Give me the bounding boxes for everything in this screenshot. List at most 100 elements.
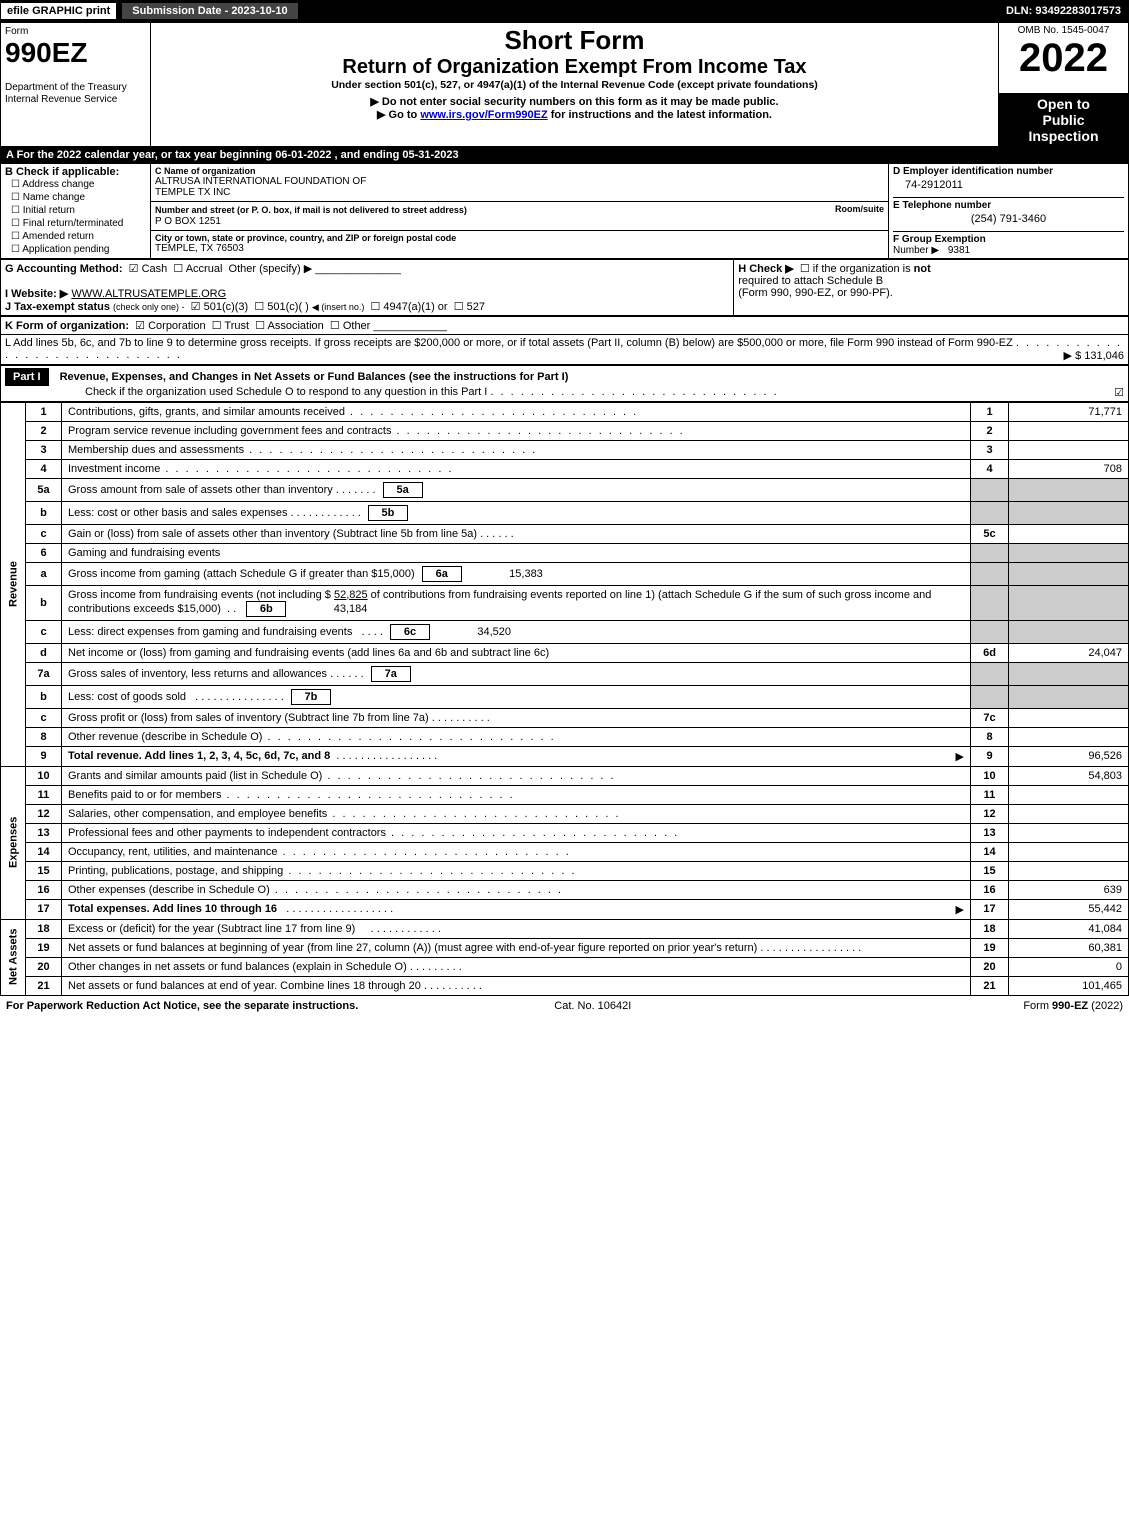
a-19: 60,381: [1009, 938, 1129, 957]
txt-6d: Net income or (loss) from gaming and fun…: [68, 647, 549, 659]
line-l-text: L Add lines 5b, 6c, and 7b to line 9 to …: [5, 337, 1013, 349]
c-17: 17: [971, 899, 1009, 919]
lines-gh-table: G Accounting Method: Cash Accrual Other …: [0, 259, 1129, 316]
tri-17: ▶: [956, 903, 964, 916]
chk-527[interactable]: 527: [454, 301, 485, 313]
ln-11: 11: [26, 785, 62, 804]
chk-4947a1[interactable]: 4947(a)(1) or: [370, 301, 447, 313]
chk-other-org[interactable]: Other: [330, 320, 370, 332]
amt-6b-u: 52,825: [334, 589, 368, 601]
chk-application-pending[interactable]: Application pending: [5, 243, 146, 256]
ln-7a: 7a: [26, 662, 62, 685]
dept-label: Department of the Treasury: [5, 82, 127, 93]
txt-1: Contributions, gifts, grants, and simila…: [68, 406, 345, 418]
chk-501c3[interactable]: 501(c)(3): [191, 301, 249, 313]
chk-name-change[interactable]: Name change: [5, 191, 146, 204]
chk-corp[interactable]: Corporation: [135, 320, 205, 332]
txt-8: Other revenue (describe in Schedule O): [68, 731, 262, 743]
main-title: Return of Organization Exempt From Incom…: [155, 56, 994, 79]
line-i-label: I Website: ▶: [5, 288, 68, 300]
ln-4: 4: [26, 459, 62, 478]
c-4: 4: [971, 459, 1009, 478]
chk-assoc[interactable]: Association: [255, 320, 324, 332]
city-head: City or town, state or province, country…: [155, 233, 884, 243]
chk-accrual[interactable]: Accrual: [173, 263, 222, 275]
chk-schedule-b[interactable]: [800, 263, 813, 275]
sv-6a: 15,383: [469, 568, 549, 580]
phone-value: (254) 791-3460: [893, 211, 1124, 231]
txt-5a: Gross amount from sale of assets other t…: [68, 484, 333, 496]
sc-5b: 5b: [368, 505, 408, 521]
a-15: [1009, 861, 1129, 880]
chk-address-change[interactable]: Address change: [5, 178, 146, 191]
ln-5b: b: [26, 501, 62, 524]
tax-year: 2022: [1003, 36, 1124, 81]
txt-13: Professional fees and other payments to …: [68, 827, 386, 839]
txt-19: Net assets or fund balances at beginning…: [68, 942, 757, 954]
room-head: Room/suite: [835, 204, 884, 214]
box-e-head: E Telephone number: [893, 197, 1124, 211]
c-8: 8: [971, 727, 1009, 746]
txt-18: Excess or (deficit) for the year (Subtra…: [68, 923, 355, 935]
ln-10: 10: [26, 766, 62, 785]
street-head: Number and street (or P. O. box, if mail…: [155, 205, 467, 215]
chk-501c[interactable]: 501(c)( ): [254, 301, 308, 313]
a-3: [1009, 440, 1129, 459]
txt-7b: Less: cost of goods sold: [68, 691, 186, 703]
inspection: Inspection: [1003, 128, 1124, 144]
c-1: 1: [971, 402, 1009, 421]
ln-19: 19: [26, 938, 62, 957]
line-g-label: G Accounting Method:: [5, 263, 123, 275]
public: Public: [1003, 112, 1124, 128]
line-h-text3: (Form 990, 990-EZ, or 990-PF).: [738, 287, 893, 299]
line-h-not: not: [914, 263, 931, 275]
submission-date-button[interactable]: Submission Date - 2023-10-10: [121, 2, 298, 20]
a-9: 96,526: [1009, 746, 1129, 766]
txt-15: Printing, publications, postage, and shi…: [68, 865, 283, 877]
c-11: 11: [971, 785, 1009, 804]
omb-number: OMB No. 1545-0047: [1003, 25, 1124, 36]
irs-link[interactable]: www.irs.gov/Form990EZ: [420, 109, 547, 121]
ln-5a: 5a: [26, 478, 62, 501]
sc-5a: 5a: [383, 482, 423, 498]
goto-text: ▶ Go to www.irs.gov/Form990EZ for instru…: [155, 108, 994, 121]
c-13: 13: [971, 823, 1009, 842]
ln-6: 6: [26, 543, 62, 562]
ln-3: 3: [26, 440, 62, 459]
line-h-label: H Check ▶: [738, 263, 794, 275]
txt-11: Benefits paid to or for members: [68, 789, 221, 801]
a-12: [1009, 804, 1129, 823]
txt-5b: Less: cost or other basis and sales expe…: [68, 507, 288, 519]
dots2: [490, 386, 778, 398]
line-k-label: K Form of organization:: [5, 320, 129, 332]
a-20: 0: [1009, 957, 1129, 976]
a-6d: 24,047: [1009, 643, 1129, 662]
form-number: 990EZ: [5, 37, 88, 68]
a-14: [1009, 842, 1129, 861]
chk-initial-return[interactable]: Initial return: [5, 204, 146, 217]
chk-cash[interactable]: Cash: [129, 263, 168, 275]
sc-6c: 6c: [390, 624, 430, 640]
ln-6c: c: [26, 620, 62, 643]
under-section-text: Under section 501(c), 527, or 4947(a)(1)…: [155, 79, 994, 91]
txt-6c: Less: direct expenses from gaming and fu…: [68, 626, 352, 638]
sv-6b: 43,184: [293, 603, 373, 615]
ln-16: 16: [26, 880, 62, 899]
c-5c: 5c: [971, 524, 1009, 543]
org-info-table: B Check if applicable: Address change Na…: [0, 163, 1129, 259]
chk-amended-return[interactable]: Amended return: [5, 230, 146, 243]
ein-value: 74-2912011: [893, 177, 1124, 197]
a-5c: [1009, 524, 1129, 543]
c-16: 16: [971, 880, 1009, 899]
line-h-text2: required to attach Schedule B: [738, 275, 883, 287]
chk-final-return[interactable]: Final return/terminated: [5, 217, 146, 230]
website-value[interactable]: WWW.ALTRUSATEMPLE.ORG: [71, 288, 226, 300]
efile-print-button[interactable]: efile GRAPHIC print: [0, 2, 117, 20]
line-k-table: K Form of organization: Corporation Trus…: [0, 316, 1129, 365]
part1-checked[interactable]: ☑: [1114, 386, 1124, 399]
a-4: 708: [1009, 459, 1129, 478]
chk-trust[interactable]: Trust: [212, 320, 249, 332]
txt-7a: Gross sales of inventory, less returns a…: [68, 668, 327, 680]
txt-6b-1: Gross income from fundraising events (no…: [68, 589, 334, 601]
line-a: A For the 2022 calendar year, or tax yea…: [0, 147, 1129, 163]
